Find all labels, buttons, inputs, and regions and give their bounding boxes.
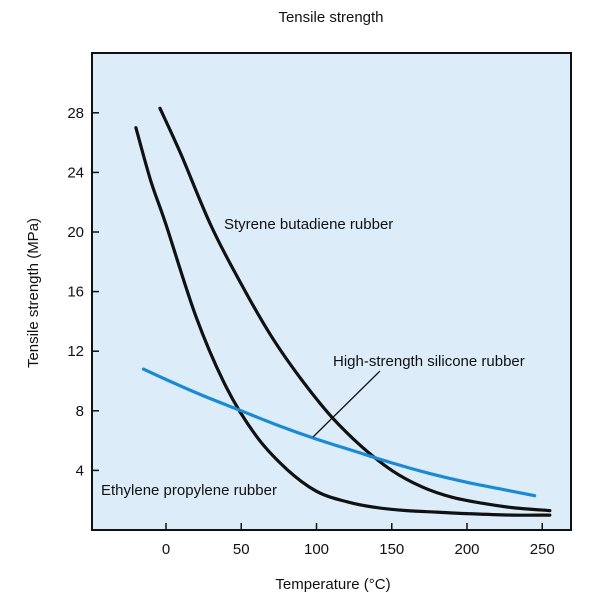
- series-lines: [134, 106, 552, 517]
- x-tick-label: 100: [304, 541, 329, 558]
- y-tick-label: 24: [67, 164, 84, 181]
- silicone-label-leader: [312, 370, 381, 438]
- x-tick-label: 150: [379, 541, 404, 558]
- x-axis: 0 50 100 150 200 250: [162, 523, 555, 558]
- x-tick-label: 0: [162, 541, 170, 558]
- chart-title: Tensile strength: [278, 9, 383, 26]
- series-line-ethylene-propylene-rubber: [134, 126, 552, 517]
- y-axis: 4 8 12 16 20 24 28: [67, 105, 99, 479]
- annotation-ethylene-propylene-rubber: Ethylene propylene rubber: [101, 482, 277, 499]
- annotation-high-strength-silicone-rubber: High-strength silicone rubber: [333, 353, 525, 370]
- plot-area: [91, 52, 572, 531]
- series-line-styrene-butadiene-rubber: [158, 106, 552, 513]
- annotation-styrene-butadiene-rubber: Styrene butadiene rubber: [224, 216, 393, 233]
- y-tick-label: 12: [67, 343, 84, 360]
- series-line-high-strength-silicone-rubber: [141, 367, 537, 498]
- x-axis-label: Temperature (°C): [275, 576, 390, 593]
- y-tick-label: 8: [76, 403, 84, 420]
- x-tick-label: 200: [454, 541, 479, 558]
- y-tick-label: 20: [67, 224, 84, 241]
- y-tick-label: 16: [67, 284, 84, 301]
- x-tick-label: 50: [233, 541, 250, 558]
- y-tick-label: 28: [67, 105, 84, 122]
- y-tick-label: 4: [76, 462, 84, 479]
- y-axis-label: Tensile strength (MPa): [25, 218, 42, 368]
- x-tick-label: 250: [530, 541, 555, 558]
